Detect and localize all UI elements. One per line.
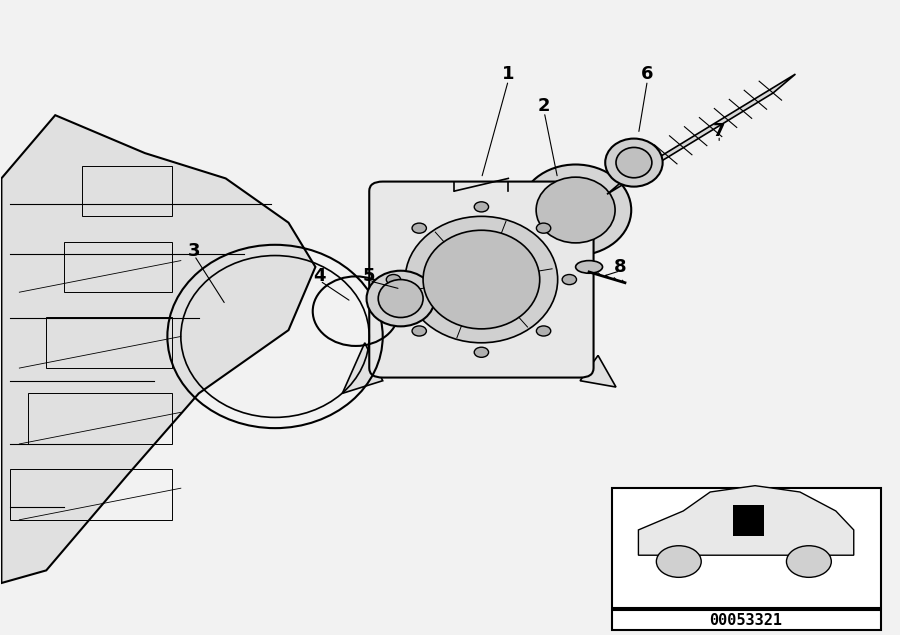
- Ellipse shape: [605, 138, 662, 187]
- Ellipse shape: [616, 147, 652, 178]
- FancyBboxPatch shape: [369, 182, 594, 378]
- Circle shape: [412, 223, 427, 233]
- Ellipse shape: [405, 217, 558, 343]
- Text: 1: 1: [502, 65, 515, 83]
- Circle shape: [787, 545, 832, 577]
- Bar: [28, 393, 172, 444]
- Circle shape: [536, 326, 551, 336]
- Ellipse shape: [366, 271, 435, 326]
- Text: 8: 8: [614, 258, 626, 276]
- Polygon shape: [638, 486, 854, 555]
- Circle shape: [562, 274, 577, 284]
- Circle shape: [656, 545, 701, 577]
- Bar: [46, 318, 172, 368]
- Circle shape: [536, 223, 551, 233]
- Polygon shape: [580, 356, 616, 387]
- Text: 6: 6: [641, 65, 653, 83]
- Circle shape: [386, 274, 400, 284]
- Polygon shape: [2, 115, 315, 583]
- Polygon shape: [607, 74, 796, 194]
- Bar: [611, 488, 881, 608]
- Circle shape: [474, 202, 489, 212]
- Bar: [611, 610, 881, 631]
- Text: 2: 2: [538, 97, 551, 115]
- Circle shape: [412, 326, 427, 336]
- Bar: [64, 242, 172, 292]
- Text: 7: 7: [713, 122, 725, 140]
- Bar: [82, 166, 172, 217]
- Text: 4: 4: [314, 267, 326, 285]
- Ellipse shape: [520, 164, 631, 255]
- Text: 3: 3: [188, 242, 201, 260]
- Bar: [11, 469, 172, 520]
- Ellipse shape: [378, 279, 423, 318]
- Text: 00053321: 00053321: [709, 613, 783, 628]
- Polygon shape: [342, 343, 382, 393]
- Circle shape: [474, 347, 489, 358]
- Bar: [733, 505, 764, 536]
- Ellipse shape: [536, 177, 615, 243]
- Ellipse shape: [423, 231, 540, 329]
- Ellipse shape: [576, 260, 602, 273]
- Text: 5: 5: [363, 267, 375, 285]
